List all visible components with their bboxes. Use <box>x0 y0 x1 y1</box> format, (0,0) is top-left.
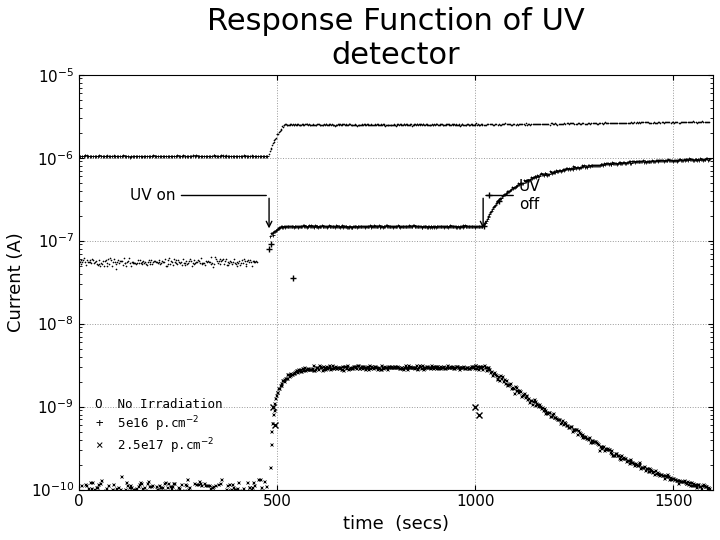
Text: UV
off: UV off <box>486 179 541 212</box>
X-axis label: time  (secs): time (secs) <box>343 515 449 533</box>
Text: O  No Irradiation
+  5e16 p.cm$^{-2}$
×  2.5e17 p.cm$^{-2}$: O No Irradiation + 5e16 p.cm$^{-2}$ × 2.… <box>94 399 222 456</box>
Title: Response Function of UV
detector: Response Function of UV detector <box>207 7 585 70</box>
Text: UV on: UV on <box>130 188 266 203</box>
Y-axis label: Current (A): Current (A) <box>7 232 25 332</box>
